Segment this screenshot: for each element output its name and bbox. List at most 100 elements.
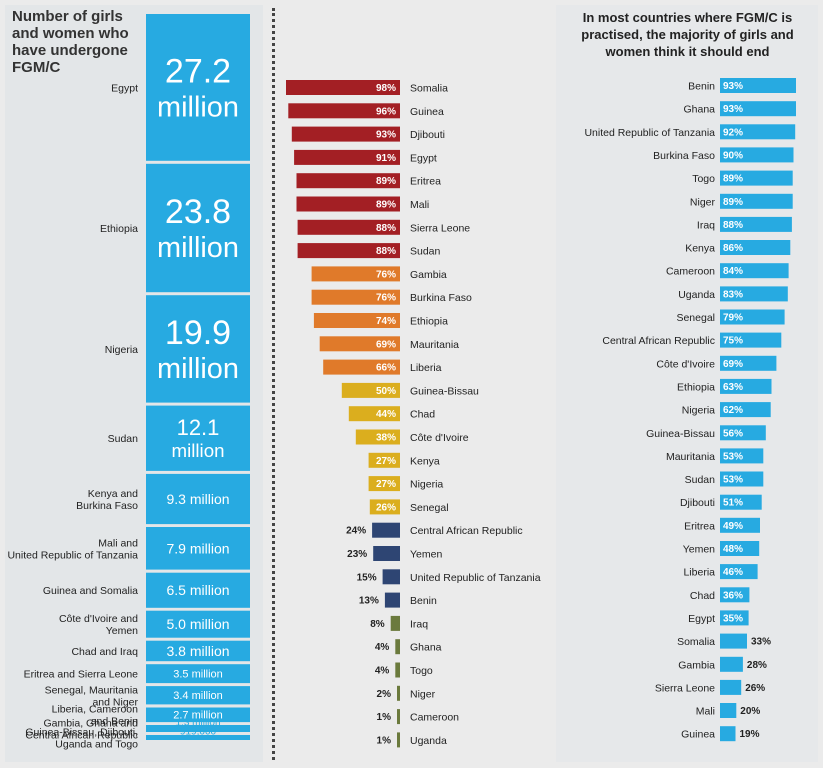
opinion-value-4: 89% [723, 174, 743, 185]
opinion-bar-11 [720, 332, 782, 348]
opinion-category-21: Liberia [683, 567, 715, 579]
count-label-4: 9.3 million [166, 491, 229, 507]
count-box-4 [146, 473, 250, 525]
prevalence-value-21: 15% [357, 572, 377, 583]
count-label-8: 3.8 million [166, 643, 229, 659]
count-box-8 [146, 640, 250, 662]
prevalence-bar-12 [323, 359, 400, 375]
prevalence-value-11: 69% [376, 339, 396, 350]
count-category-7: Côte d'Ivoire and [59, 613, 138, 625]
opinion-bar-1 [720, 101, 796, 117]
prevalence-bar-25 [395, 662, 400, 678]
opinion-bar-2 [720, 124, 796, 140]
prevalence-category-22: Benin [410, 595, 437, 607]
opinion-category-24: Somalia [677, 636, 715, 648]
opinion-category-25: Gambia [678, 659, 715, 671]
opinion-value-7: 86% [723, 243, 743, 254]
count-category-4: Kenya and [88, 488, 138, 500]
right-panel-title: In most countries where FGM/C is practis… [581, 10, 794, 59]
prevalence-value-25: 4% [375, 666, 390, 677]
prevalence-value-13: 50% [376, 386, 396, 397]
prevalence-category-5: Mali [410, 199, 429, 211]
count-box-11 [146, 707, 250, 723]
prevalence-category-6: Sierra Leone [410, 222, 470, 234]
opinion-category-16: Mauritania [666, 451, 715, 463]
opinion-bar-0 [720, 78, 796, 93]
count-box-12 [146, 725, 250, 732]
opinion-category-22: Chad [690, 590, 715, 602]
opinion-category-19: Eritrea [684, 520, 715, 532]
prevalence-bar-0 [286, 80, 400, 95]
prevalence-bar-19 [372, 522, 400, 538]
opinion-value-17: 53% [723, 475, 743, 486]
count-label-6: 6.5 million [166, 582, 229, 598]
prevalence-category-27: Cameroon [410, 712, 459, 724]
prevalence-value-0: 98% [376, 83, 396, 94]
opinion-category-6: Iraq [697, 219, 715, 231]
opinion-value-9: 83% [723, 289, 743, 300]
count-category-13: Uganda and Togo [55, 739, 138, 751]
prevalence-bar-15 [355, 429, 400, 445]
prevalence-value-8: 76% [376, 269, 396, 280]
prevalence-bar-20 [373, 546, 400, 561]
prevalence-category-16: Kenya [410, 455, 440, 467]
count-category-10: and Niger [92, 696, 138, 708]
opinion-bar-13 [720, 378, 772, 394]
count-unit-0: million [157, 91, 239, 123]
prevalence-bar-1 [288, 103, 400, 119]
opinion-value-18: 51% [723, 498, 743, 509]
count-category-4: Burkina Faso [76, 500, 138, 512]
opinion-category-10: Senegal [676, 312, 715, 324]
prevalence-bar-26 [397, 685, 400, 701]
prevalence-value-22: 13% [359, 596, 379, 607]
prevalence-value-7: 88% [376, 246, 396, 257]
opinion-bar-21 [720, 564, 758, 580]
prevalence-category-14: Chad [410, 409, 435, 421]
prevalence-category-15: Côte d'Ivoire [410, 432, 469, 444]
count-category-5: Mali and [98, 537, 138, 549]
prevalence-bar-13 [341, 382, 400, 398]
prevalence-value-9: 76% [376, 293, 396, 304]
prevalence-bar-28 [397, 732, 400, 748]
count-category-0: Egypt [111, 82, 138, 94]
opinion-value-16: 53% [723, 451, 743, 462]
count-label-9: 3.5 million [173, 669, 223, 681]
dotted-divider [272, 8, 275, 760]
opinion-value-2: 92% [723, 127, 743, 138]
prevalence-bar-16 [368, 452, 400, 468]
prevalence-value-6: 88% [376, 223, 396, 234]
prevalence-category-26: Niger [410, 688, 436, 700]
opinion-bar-9 [720, 286, 788, 302]
opinion-category-8: Cameroon [666, 266, 715, 278]
count-category-12: Gambia, Ghana and [43, 718, 138, 730]
opinion-category-5: Niger [690, 196, 716, 208]
prevalence-category-23: Iraq [410, 618, 428, 630]
prevalence-bar-4 [296, 173, 400, 189]
opinion-bar-12 [720, 355, 777, 371]
count-category-5: United Republic of Tanzania [7, 549, 138, 561]
opinion-value-1: 93% [723, 104, 743, 115]
prevalence-category-17: Nigeria [410, 479, 443, 491]
count-label-12: 1.3 million [175, 718, 220, 729]
prevalence-value-20: 23% [347, 549, 367, 560]
opinion-bar-15 [720, 425, 766, 441]
opinion-bar-28 [720, 726, 736, 742]
prevalence-category-20: Yemen [410, 549, 442, 561]
count-category-8: Chad and Iraq [71, 646, 138, 658]
prevalence-bar-17 [368, 476, 400, 492]
opinion-category-27: Mali [696, 706, 715, 718]
prevalence-value-3: 91% [376, 153, 396, 164]
prevalence-value-14: 44% [376, 409, 396, 420]
count-box-7 [146, 610, 250, 638]
opinion-category-18: Djibouti [680, 497, 715, 509]
opinion-value-14: 62% [723, 405, 743, 416]
count-unit-1: million [157, 232, 239, 264]
prevalence-bar-7 [297, 243, 400, 259]
count-label-10: 3.4 million [173, 690, 223, 702]
prevalence-category-19: Central African Republic [410, 525, 523, 537]
opinion-bar-22 [720, 587, 750, 603]
opinion-category-15: Guinea-Bissau [646, 428, 715, 440]
opinion-value-11: 75% [723, 336, 743, 347]
prevalence-bar-18 [369, 499, 400, 515]
